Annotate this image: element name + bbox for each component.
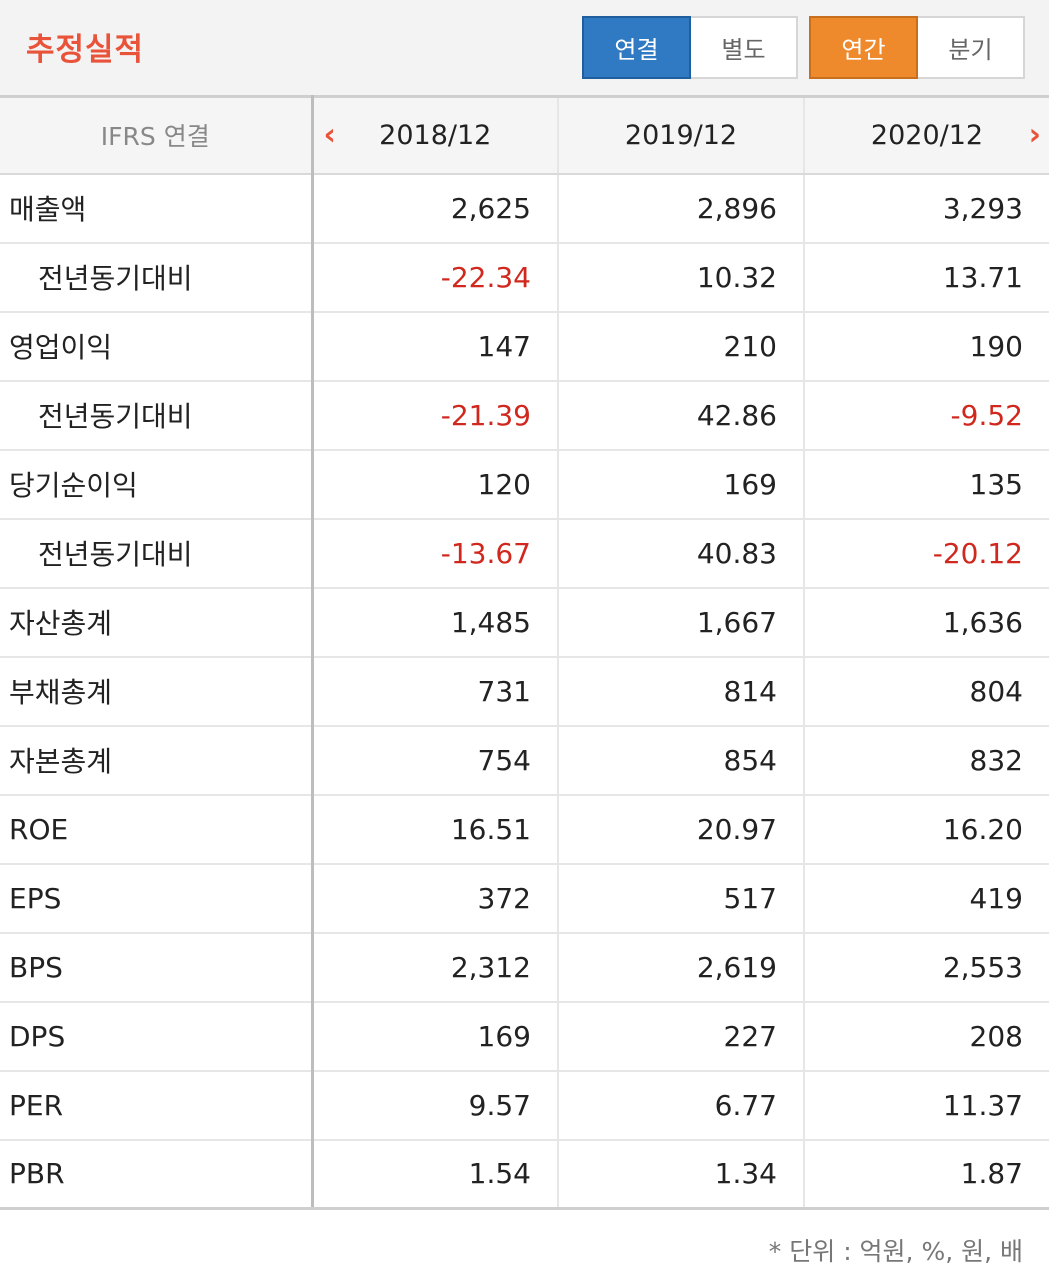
cell-value: 147 bbox=[311, 311, 558, 382]
row-label: 자산총계 bbox=[0, 587, 314, 658]
table-row: DPS 169 227 208 bbox=[0, 1001, 1049, 1072]
header-bar: 추정실적 연결 별도 연간 분기 bbox=[0, 0, 1049, 95]
cell-value: 10.32 bbox=[557, 242, 804, 313]
consolidated-button[interactable]: 연결 bbox=[582, 16, 691, 79]
cell-value: 419 bbox=[803, 863, 1049, 934]
cell-value: 135 bbox=[803, 449, 1049, 520]
row-label: 전년동기대비 bbox=[0, 380, 314, 451]
cell-value: 13.71 bbox=[803, 242, 1049, 313]
year-label: 2019/12 bbox=[624, 119, 738, 151]
cell-value: 2,619 bbox=[557, 932, 804, 1003]
unit-footnote: * 단위 : 억원, %, 원, 배 bbox=[768, 1237, 1023, 1266]
cell-value: 3,293 bbox=[803, 173, 1049, 244]
table-row: 전년동기대비 -22.34 10.32 13.71 bbox=[0, 242, 1049, 313]
separate-button[interactable]: 별도 bbox=[691, 18, 796, 77]
cell-value: 854 bbox=[557, 725, 804, 796]
row-label: BPS bbox=[0, 932, 314, 1003]
row-label: 매출액 bbox=[0, 173, 314, 244]
year-header-1: ‹ 2018/12 bbox=[311, 95, 558, 175]
cell-value: 208 bbox=[803, 1001, 1049, 1072]
cell-value: 9.57 bbox=[311, 1070, 558, 1141]
cell-value: 1.54 bbox=[311, 1139, 558, 1210]
cell-value: -13.67 bbox=[311, 518, 558, 589]
cell-value: 16.51 bbox=[311, 794, 558, 865]
table-row: 당기순이익 120 169 135 bbox=[0, 449, 1049, 520]
cell-value: 2,553 bbox=[803, 932, 1049, 1003]
row-label: 당기순이익 bbox=[0, 449, 314, 520]
table-row: EPS 372 517 419 bbox=[0, 863, 1049, 934]
cell-value: 16.20 bbox=[803, 794, 1049, 865]
cell-value: 1.87 bbox=[803, 1139, 1049, 1210]
cell-value: 372 bbox=[311, 863, 558, 934]
cell-value: 120 bbox=[311, 449, 558, 520]
cell-value: 40.83 bbox=[557, 518, 804, 589]
cell-value: 169 bbox=[311, 1001, 558, 1072]
cell-value: 1.34 bbox=[557, 1139, 804, 1210]
cell-value: 1,667 bbox=[557, 587, 804, 658]
cell-value: 832 bbox=[803, 725, 1049, 796]
table-row: ROE 16.51 20.97 16.20 bbox=[0, 794, 1049, 865]
cell-value: -9.52 bbox=[803, 380, 1049, 451]
cell-value: 804 bbox=[803, 656, 1049, 727]
period-toggle: 연간 분기 bbox=[809, 16, 1025, 79]
table-row: BPS 2,312 2,619 2,553 bbox=[0, 932, 1049, 1003]
row-label: DPS bbox=[0, 1001, 314, 1072]
cell-value: 814 bbox=[557, 656, 804, 727]
cell-value: -21.39 bbox=[311, 380, 558, 451]
cell-value: 169 bbox=[557, 449, 804, 520]
row-label: PER bbox=[0, 1070, 314, 1141]
row-label: 전년동기대비 bbox=[0, 518, 314, 589]
row-label: 전년동기대비 bbox=[0, 242, 314, 313]
corner-label: IFRS 연결 bbox=[0, 95, 314, 175]
cell-value: 20.97 bbox=[557, 794, 804, 865]
page-title: 추정실적 bbox=[26, 32, 145, 68]
table-row: 자산총계 1,485 1,667 1,636 bbox=[0, 587, 1049, 658]
cell-value: 190 bbox=[803, 311, 1049, 382]
chevron-right-icon[interactable]: › bbox=[1028, 117, 1041, 153]
cell-value: 227 bbox=[557, 1001, 804, 1072]
cell-value: 1,636 bbox=[803, 587, 1049, 658]
table-row: 전년동기대비 -13.67 40.83 -20.12 bbox=[0, 518, 1049, 589]
cell-value: 2,312 bbox=[311, 932, 558, 1003]
row-label: 영업이익 bbox=[0, 311, 314, 382]
row-label: 자본총계 bbox=[0, 725, 314, 796]
cell-value: 517 bbox=[557, 863, 804, 934]
cell-value: 731 bbox=[311, 656, 558, 727]
table-row: PER 9.57 6.77 11.37 bbox=[0, 1070, 1049, 1141]
table-row: 매출액 2,625 2,896 3,293 bbox=[0, 173, 1049, 244]
quarterly-button[interactable]: 분기 bbox=[918, 18, 1023, 77]
table-row: 영업이익 147 210 190 bbox=[0, 311, 1049, 382]
cell-value: 6.77 bbox=[557, 1070, 804, 1141]
chevron-left-icon[interactable]: ‹ bbox=[323, 117, 336, 153]
row-label: 부채총계 bbox=[0, 656, 314, 727]
year-header-3: 2020/12 › bbox=[803, 95, 1049, 175]
cell-value: -20.12 bbox=[803, 518, 1049, 589]
table-row: 전년동기대비 -21.39 42.86 -9.52 bbox=[0, 380, 1049, 451]
cell-value: 2,625 bbox=[311, 173, 558, 244]
row-label: EPS bbox=[0, 863, 314, 934]
cell-value: 210 bbox=[557, 311, 804, 382]
year-header-2: 2019/12 bbox=[557, 95, 804, 175]
table-row: 부채총계 731 814 804 bbox=[0, 656, 1049, 727]
row-label: ROE bbox=[0, 794, 314, 865]
year-label: 2020/12 bbox=[870, 119, 984, 151]
table-row: PBR 1.54 1.34 1.87 bbox=[0, 1139, 1049, 1210]
table-row: 자본총계 754 854 832 bbox=[0, 725, 1049, 796]
cell-value: 754 bbox=[311, 725, 558, 796]
basis-toggle: 연결 별도 bbox=[582, 16, 798, 79]
row-label: PBR bbox=[0, 1139, 314, 1210]
cell-value: -22.34 bbox=[311, 242, 558, 313]
cell-value: 11.37 bbox=[803, 1070, 1049, 1141]
cell-value: 2,896 bbox=[557, 173, 804, 244]
cell-value: 42.86 bbox=[557, 380, 804, 451]
table-header-row: IFRS 연결 ‹ 2018/12 2019/12 2020/12 › bbox=[0, 95, 1049, 175]
year-label: 2018/12 bbox=[379, 119, 492, 151]
annual-button[interactable]: 연간 bbox=[809, 16, 918, 79]
estimate-table: IFRS 연결 ‹ 2018/12 2019/12 2020/12 › 매출액 2… bbox=[0, 95, 1049, 1210]
cell-value: 1,485 bbox=[311, 587, 558, 658]
